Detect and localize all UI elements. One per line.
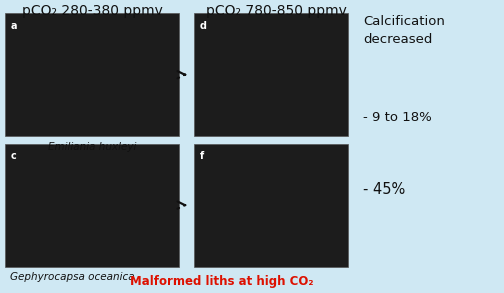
Text: c: c [11,151,17,161]
Text: pCO₂ 280-380 ppmv: pCO₂ 280-380 ppmv [22,4,162,18]
Bar [194,144,348,267]
Text: Gephyrocapsa oceanica: Gephyrocapsa oceanica [10,272,134,282]
Text: - 9 to 18%: - 9 to 18% [363,111,431,124]
Text: a: a [11,21,18,30]
Text: - 45%: - 45% [363,182,405,197]
Bar [5,13,179,136]
Bar [5,144,179,267]
Text: pCO₂ 780-850 ppmv: pCO₂ 780-850 ppmv [206,4,346,18]
Text: d: d [200,21,207,30]
Text: Malformed liths at high CO₂: Malformed liths at high CO₂ [130,275,313,288]
Text: f: f [200,151,204,161]
Bar [194,13,348,136]
Text: Calcification
decreased: Calcification decreased [363,15,445,46]
Text: Emiliania huxleyi: Emiliania huxleyi [48,142,136,152]
